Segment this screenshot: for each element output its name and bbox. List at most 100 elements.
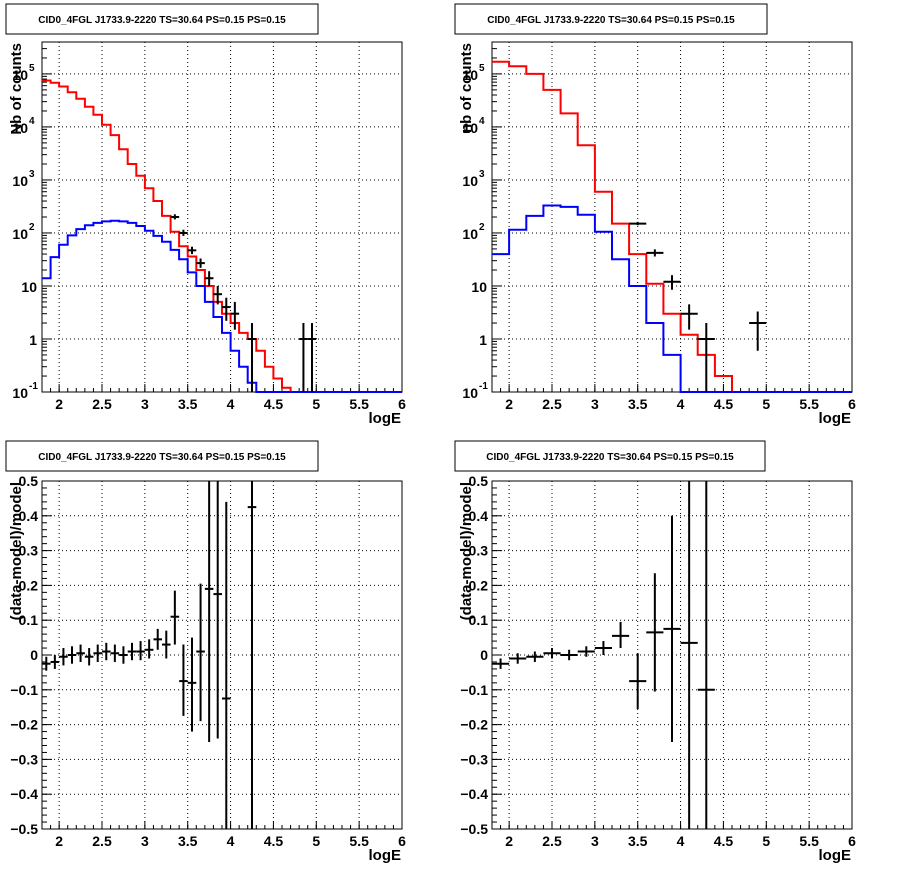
counts-panel-right: CID0_4FGL J1733.9-2220 TS=30.64 PS=0.15 … bbox=[454, 3, 856, 427]
x-tick-label: 5.5 bbox=[799, 396, 819, 412]
residual-panel-left: CID0_4FGL J1733.9-2220 TS=30.64 PS=0.15 … bbox=[5, 440, 406, 864]
y-tick-label: 10 bbox=[12, 67, 28, 83]
model_source-histogram bbox=[42, 219, 402, 393]
y-tick-label: 0.1 bbox=[19, 612, 39, 628]
chart-title: CID0_4FGL J1733.9-2220 TS=30.64 PS=0.15 … bbox=[487, 15, 735, 26]
y-tick-label: 10 bbox=[462, 385, 478, 401]
x-tick-label: 4.5 bbox=[714, 833, 734, 849]
x-tick-label: 5 bbox=[312, 833, 320, 849]
y-tick-exponent: 5 bbox=[29, 63, 35, 74]
y-tick-exponent: 2 bbox=[479, 222, 485, 233]
y-tick-label: −0.2 bbox=[460, 717, 488, 733]
x-tick-label: 4 bbox=[677, 833, 685, 849]
y-tick-label: 10 bbox=[462, 173, 478, 189]
x-tick-label: 3.5 bbox=[178, 396, 198, 412]
x-tick-label: 2 bbox=[55, 396, 63, 412]
y-tick-label: 0 bbox=[30, 647, 38, 663]
y-tick-label: 0.5 bbox=[469, 473, 489, 489]
y-axis-label: nb of counts bbox=[458, 43, 475, 133]
y-tick-label: 0.5 bbox=[19, 473, 39, 489]
y-tick-label: 1 bbox=[479, 332, 487, 348]
x-tick-label: 6 bbox=[848, 396, 856, 412]
x-tick-label: 4 bbox=[677, 396, 685, 412]
x-tick-label: 2.5 bbox=[542, 833, 562, 849]
y-tick-label: 0.3 bbox=[19, 543, 39, 559]
y-tick-label: −0.2 bbox=[10, 717, 38, 733]
counts-panel-left: CID0_4FGL J1733.9-2220 TS=30.64 PS=0.15 … bbox=[5, 3, 406, 427]
x-tick-label: 6 bbox=[398, 396, 406, 412]
y-tick-label: −0.1 bbox=[460, 682, 488, 698]
y-tick-label: 0.4 bbox=[469, 508, 489, 524]
y-tick-label: 10 bbox=[12, 173, 28, 189]
x-tick-label: 5.5 bbox=[349, 396, 369, 412]
grid-lines bbox=[42, 481, 402, 829]
y-tick-label: −0.3 bbox=[10, 751, 38, 767]
y-axis-label: (data-model)/model bbox=[8, 482, 25, 620]
x-tick-label: 6 bbox=[848, 833, 856, 849]
x-tick-label: 3.5 bbox=[628, 833, 648, 849]
x-axis-ticks: 2 2.5 3 3.5 4 4.5 5 5.5 6 bbox=[41, 821, 406, 849]
y-tick-exponent: 2 bbox=[29, 222, 35, 233]
title-box bbox=[5, 440, 319, 472]
chart-title: CID0_4FGL J1733.9-2220 TS=30.64 PS=0.15 … bbox=[38, 452, 286, 463]
x-axis-ticks: 2 2.5 3 3.5 4 4.5 5 5.5 6 bbox=[41, 384, 406, 412]
y-tick-label: −0.5 bbox=[460, 821, 488, 837]
y-tick-exponent: 3 bbox=[479, 169, 485, 180]
x-tick-label: 4 bbox=[227, 833, 235, 849]
y-tick-label: 10 bbox=[462, 120, 478, 136]
y-tick-label: −0.4 bbox=[10, 786, 38, 802]
y-tick-label: 10 bbox=[462, 226, 478, 242]
y-tick-label: 10 bbox=[471, 279, 487, 295]
y-tick-label: 10 bbox=[12, 226, 28, 242]
x-tick-label: 3 bbox=[141, 833, 149, 849]
y-axis-ticks: −0.5 −0.4 −0.3 −0.2 −0.1 0 0.1 0.2 0.3 0.4 0.5 bbox=[10, 473, 52, 837]
grid-lines bbox=[42, 42, 402, 392]
y-tick-label: 10 bbox=[12, 385, 28, 401]
y-axis-ticks: −0.5 −0.4 −0.3 −0.2 −0.1 0 0.1 0.2 0.3 0.4 0.5 bbox=[460, 473, 502, 837]
x-axis-label: logE bbox=[369, 410, 402, 427]
x-tick-label: 4.5 bbox=[264, 833, 284, 849]
y-axis-label: (data-model)/model bbox=[458, 482, 475, 620]
x-tick-label: 2 bbox=[505, 833, 513, 849]
y-tick-label: 10 bbox=[21, 279, 37, 295]
residual-panel-right: CID0_4FGL J1733.9-2220 TS=30.64 PS=0.15 … bbox=[454, 440, 856, 864]
y-tick-exponent: -1 bbox=[29, 381, 38, 392]
y-tick-exponent: 4 bbox=[29, 116, 35, 127]
x-tick-label: 3 bbox=[591, 396, 599, 412]
x-tick-label: 5 bbox=[762, 833, 770, 849]
x-axis-label: logE bbox=[819, 847, 852, 864]
y-tick-label: 0.3 bbox=[469, 543, 489, 559]
x-axis-ticks: 2 2.5 3 3.5 4 4.5 5 5.5 6 bbox=[491, 821, 856, 849]
x-axis-label: logE bbox=[369, 847, 402, 864]
x-tick-label: 2.5 bbox=[542, 396, 562, 412]
x-tick-label: 4 bbox=[227, 396, 235, 412]
x-tick-label: 4.5 bbox=[714, 396, 734, 412]
y-tick-label: 10 bbox=[12, 120, 28, 136]
y-tick-exponent: 5 bbox=[479, 63, 485, 74]
x-tick-label: 6 bbox=[398, 833, 406, 849]
x-tick-label: 5.5 bbox=[349, 833, 369, 849]
y-tick-label: 10 bbox=[462, 67, 478, 83]
y-tick-label: 0.2 bbox=[469, 577, 489, 593]
x-tick-label: 3 bbox=[141, 396, 149, 412]
y-tick-label: 0.4 bbox=[19, 508, 39, 524]
y-tick-label: 0 bbox=[480, 647, 488, 663]
y-tick-label: 1 bbox=[29, 332, 37, 348]
x-tick-label: 2 bbox=[55, 833, 63, 849]
y-tick-exponent: 4 bbox=[479, 116, 485, 127]
y-tick-label: −0.3 bbox=[460, 751, 488, 767]
x-tick-label: 2 bbox=[505, 396, 513, 412]
y-tick-exponent: 3 bbox=[29, 169, 35, 180]
x-tick-label: 5 bbox=[312, 396, 320, 412]
y-tick-label: 0.1 bbox=[469, 612, 489, 628]
x-tick-label: 2.5 bbox=[92, 396, 112, 412]
x-axis-label: logE bbox=[819, 410, 852, 427]
x-tick-label: 3.5 bbox=[628, 396, 648, 412]
plot-series bbox=[42, 481, 257, 829]
x-tick-label: 2.5 bbox=[92, 833, 112, 849]
title-box bbox=[454, 3, 768, 35]
x-tick-label: 3.5 bbox=[178, 833, 198, 849]
